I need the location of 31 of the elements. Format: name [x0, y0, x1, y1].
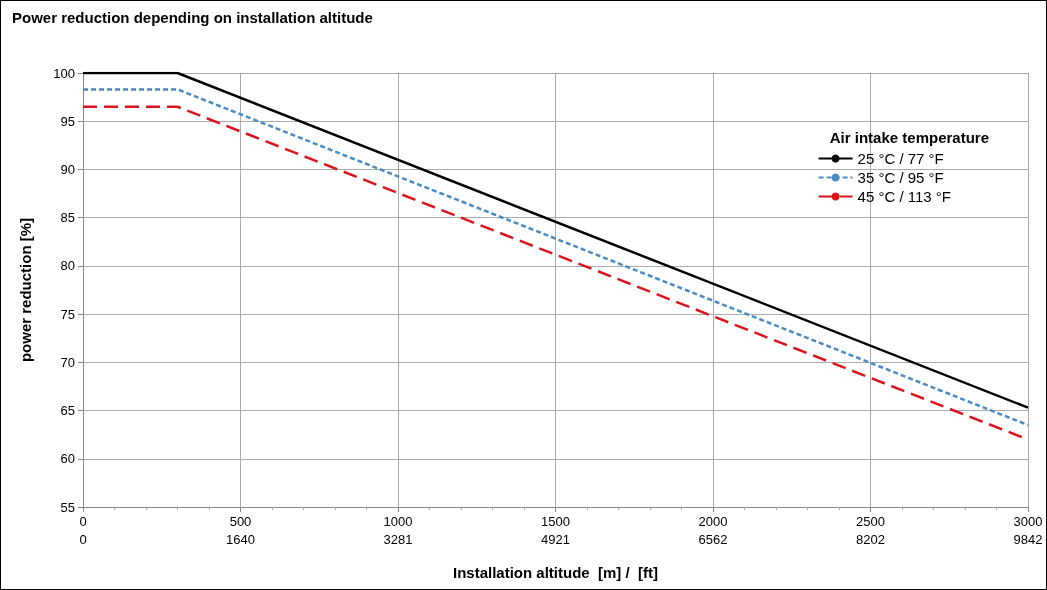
x2-tick-label: 1640: [226, 532, 255, 547]
legend-title: Air intake temperature: [829, 129, 990, 146]
y-tick-label: 65: [60, 403, 75, 419]
x-tick-label: 1000: [383, 514, 413, 529]
chart-title: Power reduction depending on installation altitude: [12, 9, 373, 26]
y-axis-title: power reduction [%]: [17, 217, 34, 363]
x2-tick-label: 0: [79, 532, 87, 547]
y-tick-label: 70: [60, 354, 75, 370]
y-tick-label: 75: [60, 306, 75, 322]
x-tick-label: 2000: [698, 514, 728, 529]
x-tick-label: 2500: [856, 514, 885, 529]
y-tick-label: 100: [53, 65, 75, 81]
x2-tick-label: 9842: [1013, 532, 1043, 547]
x2-tick-label: 4921: [541, 532, 570, 547]
x-tick-label: 500: [229, 514, 252, 529]
legend-label: 45 °C / 113 °F: [857, 188, 952, 205]
y-tick-label: 90: [60, 161, 75, 177]
x2-tick-label: 3281: [383, 532, 413, 547]
legend-label: 25 °C / 77 °F: [857, 150, 944, 167]
y-tick-label: 85: [60, 210, 75, 226]
x-tick-label: 0: [79, 514, 87, 529]
x-axis-title: Installation altitude [m] / [ft]: [453, 564, 658, 581]
y-tick-label: 80: [60, 258, 75, 274]
x-tick-label: 3000: [1013, 514, 1043, 529]
x-tick-label: 1500: [541, 514, 570, 529]
x2-tick-label: 8202: [856, 532, 885, 547]
y-tick-label: 55: [60, 499, 75, 515]
y-tick-label: 95: [60, 113, 75, 129]
legend-label: 35 °C / 95 °F: [857, 169, 944, 186]
y-tick-label: 60: [60, 451, 75, 467]
x2-tick-label: 6562: [698, 532, 728, 547]
